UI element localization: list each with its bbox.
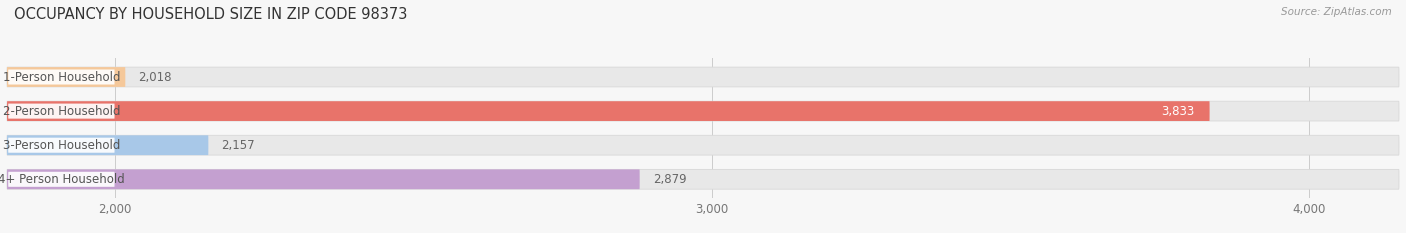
Text: 2-Person Household: 2-Person Household (3, 105, 120, 118)
Text: 3-Person Household: 3-Person Household (3, 139, 120, 152)
Text: 3,833: 3,833 (1161, 105, 1195, 118)
FancyBboxPatch shape (7, 101, 1399, 121)
FancyBboxPatch shape (7, 169, 640, 189)
Text: 4+ Person Household: 4+ Person Household (0, 173, 125, 186)
Text: 2,879: 2,879 (652, 173, 686, 186)
Text: Source: ZipAtlas.com: Source: ZipAtlas.com (1281, 7, 1392, 17)
FancyBboxPatch shape (7, 67, 125, 87)
FancyBboxPatch shape (7, 101, 1209, 121)
FancyBboxPatch shape (8, 69, 114, 85)
FancyBboxPatch shape (7, 67, 1399, 87)
Text: 2,157: 2,157 (222, 139, 254, 152)
FancyBboxPatch shape (7, 135, 208, 155)
FancyBboxPatch shape (7, 169, 1399, 189)
Text: OCCUPANCY BY HOUSEHOLD SIZE IN ZIP CODE 98373: OCCUPANCY BY HOUSEHOLD SIZE IN ZIP CODE … (14, 7, 408, 22)
Text: 1-Person Household: 1-Person Household (3, 71, 120, 83)
FancyBboxPatch shape (8, 172, 114, 187)
Text: 2,018: 2,018 (138, 71, 172, 83)
FancyBboxPatch shape (8, 104, 114, 119)
FancyBboxPatch shape (7, 135, 1399, 155)
FancyBboxPatch shape (8, 138, 114, 153)
